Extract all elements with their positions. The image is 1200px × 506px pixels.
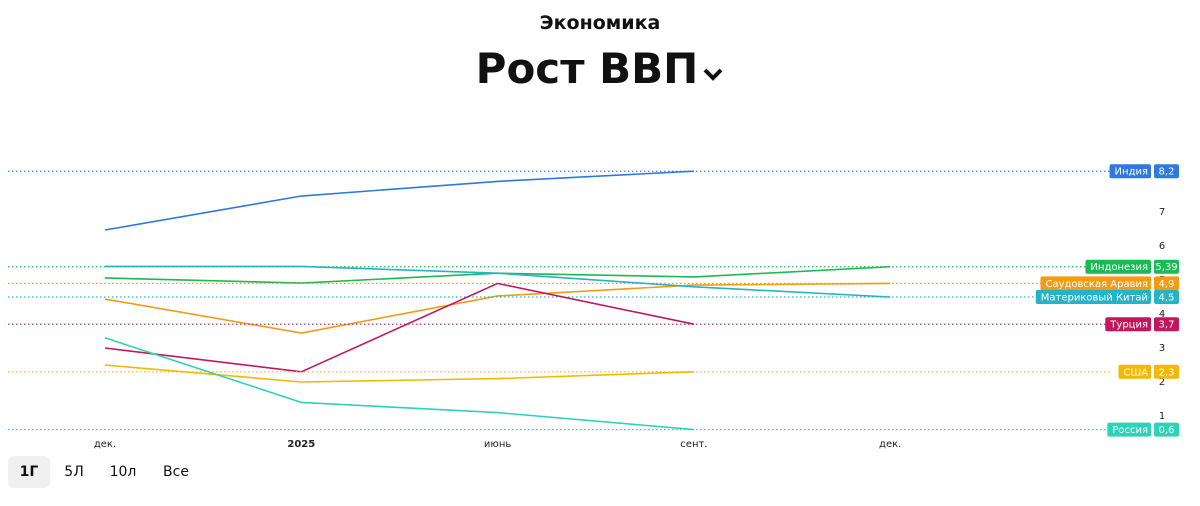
legend-name: Саудовская Аравия xyxy=(1045,279,1148,290)
y-tick-label: 2 xyxy=(1159,377,1165,388)
series-line xyxy=(104,282,891,334)
label-name-box xyxy=(1118,364,1151,379)
x-tick-label: дек. xyxy=(94,439,116,450)
value-label: 8,2 xyxy=(1159,167,1175,178)
y-tick-label: 4 xyxy=(1159,309,1165,320)
series-line xyxy=(104,282,695,373)
label-name-box xyxy=(1109,164,1151,179)
label-name-box xyxy=(1107,422,1151,437)
label-name-box xyxy=(1085,259,1151,274)
y-tick-label: 7 xyxy=(1159,207,1165,218)
series-line xyxy=(104,337,694,431)
value-label: 4,9 xyxy=(1159,279,1175,290)
chevron xyxy=(703,68,723,81)
legend-name: Индия xyxy=(1115,167,1148,178)
series-label: Турция 3,7 xyxy=(1105,317,1179,332)
series-label: США 2,3 xyxy=(1118,364,1179,379)
label-value-box xyxy=(1154,164,1179,179)
legend-name: Россия xyxy=(1112,425,1148,436)
value-label: 5,39 xyxy=(1155,262,1177,273)
x-tick-label: 2025 xyxy=(287,439,315,450)
label-name-box xyxy=(1040,276,1151,291)
y-tick-label: 3 xyxy=(1159,343,1165,354)
title-text: Рост ВВП xyxy=(475,44,699,93)
x-tick-label: дек. xyxy=(879,439,901,450)
value-label: 4,5 xyxy=(1159,293,1175,304)
series-line xyxy=(105,265,891,298)
series-line xyxy=(104,265,891,284)
label-value-box xyxy=(1154,364,1179,379)
range-button[interactable]: 5Л xyxy=(64,464,84,480)
label-name-box xyxy=(1035,290,1151,304)
label-value-box xyxy=(1154,317,1179,332)
label-name-box xyxy=(1105,317,1151,332)
title[interactable]: Рост ВВП xyxy=(0,44,1200,93)
range-button[interactable]: Все xyxy=(163,464,189,480)
legend-name: США xyxy=(1123,367,1148,378)
label-value-box xyxy=(1154,276,1179,291)
series-label: Материковый Китай 4,5 xyxy=(1035,290,1179,304)
series-label: Индонезия 5,39 xyxy=(1085,259,1179,274)
x-tick-label: сент. xyxy=(680,439,707,450)
y-tick-label: 1 xyxy=(1159,411,1165,422)
legend-name: Индонезия xyxy=(1090,262,1148,273)
legend-name: Турция xyxy=(1109,320,1148,331)
label-value-box xyxy=(1154,259,1179,274)
series-label: Россия 0,6 xyxy=(1107,422,1179,437)
value-label: 3,7 xyxy=(1159,320,1175,331)
legend-name: Материковый Китай xyxy=(1041,293,1148,304)
section-title: Экономика xyxy=(539,12,661,34)
value-label: 0,6 xyxy=(1159,425,1175,436)
label-value-box xyxy=(1154,422,1179,437)
y-tick-label: 6 xyxy=(1159,241,1165,252)
series-label: Саудовская Аравия 4,9 xyxy=(1040,276,1179,291)
range-button[interactable]: 1Г xyxy=(8,456,50,488)
value-label: 2,3 xyxy=(1159,367,1175,378)
x-tick-label: июнь xyxy=(484,439,511,450)
series-line xyxy=(104,364,694,383)
series-line xyxy=(104,170,694,231)
label-value-box xyxy=(1154,290,1179,304)
series-label: Индия 8,2 xyxy=(1109,164,1179,179)
range-button[interactable]: 10л xyxy=(109,464,137,480)
